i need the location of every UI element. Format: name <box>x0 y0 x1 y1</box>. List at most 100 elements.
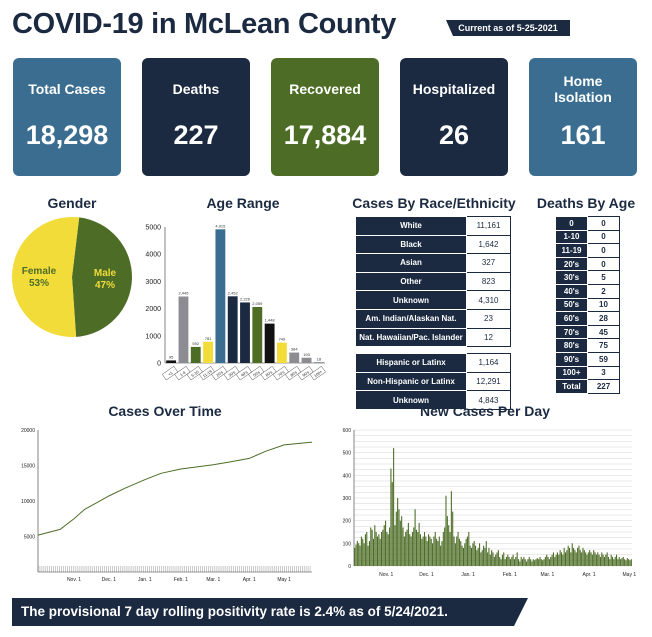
day-bar <box>360 536 362 566</box>
day-bar <box>372 538 375 566</box>
total-cases-card: Total Cases 18,298 <box>13 58 121 176</box>
day-bar <box>385 520 387 566</box>
day-bar <box>629 560 631 566</box>
day-bar <box>364 534 366 566</box>
day-bar <box>536 558 538 566</box>
x-tick-label: 90's <box>301 369 310 377</box>
day-bar <box>473 541 475 566</box>
race-label: Unknown <box>355 390 467 410</box>
day-bar <box>485 541 487 566</box>
recovered-card: Recovered 17,884 <box>271 58 379 176</box>
y-tick-label: 100 <box>343 541 352 547</box>
race-value: 1,164 <box>466 353 511 373</box>
bar-data-label: 95 <box>169 354 174 359</box>
age-bar <box>178 296 189 363</box>
day-bar <box>625 560 627 566</box>
day-bar <box>354 547 356 566</box>
age-group: 80's <box>555 338 588 353</box>
pie-label-name: Male <box>94 268 117 279</box>
bar-data-label: 4,915 <box>215 223 226 228</box>
day-bar <box>480 552 482 566</box>
day-bar <box>363 543 365 566</box>
age-group: 50's <box>555 297 588 313</box>
x-tick-group: 90's <box>297 366 314 381</box>
x-tick-group: 1-4 <box>174 366 191 381</box>
day-bar <box>465 538 467 566</box>
day-bar <box>484 547 486 566</box>
age-group: Total <box>555 379 588 394</box>
day-bar <box>464 543 466 566</box>
day-bar <box>583 550 585 566</box>
day-bar <box>620 559 622 566</box>
day-bar <box>429 536 431 566</box>
day-bar <box>448 525 450 566</box>
x-tick-label: May 1 <box>277 577 291 583</box>
x-tick-label: Feb. 1 <box>503 572 517 578</box>
y-tick-label: 3000 <box>145 279 161 286</box>
age-bar <box>166 360 177 363</box>
day-bar <box>466 536 469 566</box>
bar-data-label: 781 <box>205 336 212 341</box>
day-bar <box>564 552 567 566</box>
day-bar <box>548 559 550 566</box>
day-bar <box>382 529 384 566</box>
race-value: 823 <box>466 271 511 292</box>
day-bar <box>567 545 569 566</box>
death-count: 2 <box>587 283 620 299</box>
day-bar <box>405 532 407 566</box>
x-tick-box <box>297 366 314 381</box>
race-label: Nat. Hawaiian/Pac. Islander <box>355 327 467 348</box>
day-bar <box>450 491 452 566</box>
day-bar <box>527 559 529 566</box>
pie-label-name: Female <box>22 266 57 277</box>
day-bar <box>618 556 620 566</box>
day-bar <box>453 536 455 566</box>
day-bar <box>362 538 364 566</box>
day-bar <box>461 545 463 566</box>
day-bar <box>426 541 428 566</box>
race-label: Other <box>355 271 467 292</box>
bar-data-label: 2,226 <box>240 296 251 301</box>
x-tick-label: 1-4 <box>179 369 187 377</box>
day-bar <box>401 516 403 566</box>
deaths-row: Total 227 <box>555 379 620 394</box>
day-bar <box>419 534 422 566</box>
day-bar <box>500 559 502 566</box>
day-bar <box>613 559 615 566</box>
race-label: Unknown <box>355 290 467 310</box>
x-tick-label: Apr. 1 <box>582 572 595 578</box>
day-bar <box>457 532 459 566</box>
age-bar <box>264 323 275 363</box>
day-bar <box>520 556 522 566</box>
day-bar <box>427 534 430 566</box>
day-bar <box>614 556 616 566</box>
day-bar <box>495 554 497 566</box>
day-bar <box>616 554 618 566</box>
day-bar <box>601 552 603 566</box>
bar-data-label: 2,452 <box>228 290 239 295</box>
day-bar <box>430 538 432 566</box>
x-tick-group: <1 <box>162 366 179 381</box>
day-bar <box>442 532 444 566</box>
cases-over-time-chart: 5000 10000 15000 20000 Nov. 1 Dec. 1 Jan. 1 Feb… <box>21 428 313 583</box>
day-bar <box>621 558 623 566</box>
day-bar <box>534 560 536 566</box>
age-bar <box>215 229 226 363</box>
day-bar <box>438 536 440 566</box>
table-gap <box>355 346 511 354</box>
day-bar <box>481 550 483 566</box>
card-value: 26 <box>438 120 470 150</box>
race-value: 4,843 <box>466 390 511 410</box>
cases-line <box>37 441 313 536</box>
day-bar <box>370 527 372 566</box>
day-bar <box>358 543 360 566</box>
day-bar <box>366 532 368 566</box>
card-label: Hospitalized <box>412 81 496 97</box>
x-tick-box <box>186 366 203 381</box>
x-tick-label: Mar. 1 <box>206 577 220 583</box>
x-tick-box <box>260 366 277 381</box>
death-count: 75 <box>587 338 620 353</box>
day-bar <box>391 482 393 566</box>
x-tick-label: May 1 <box>623 572 637 578</box>
